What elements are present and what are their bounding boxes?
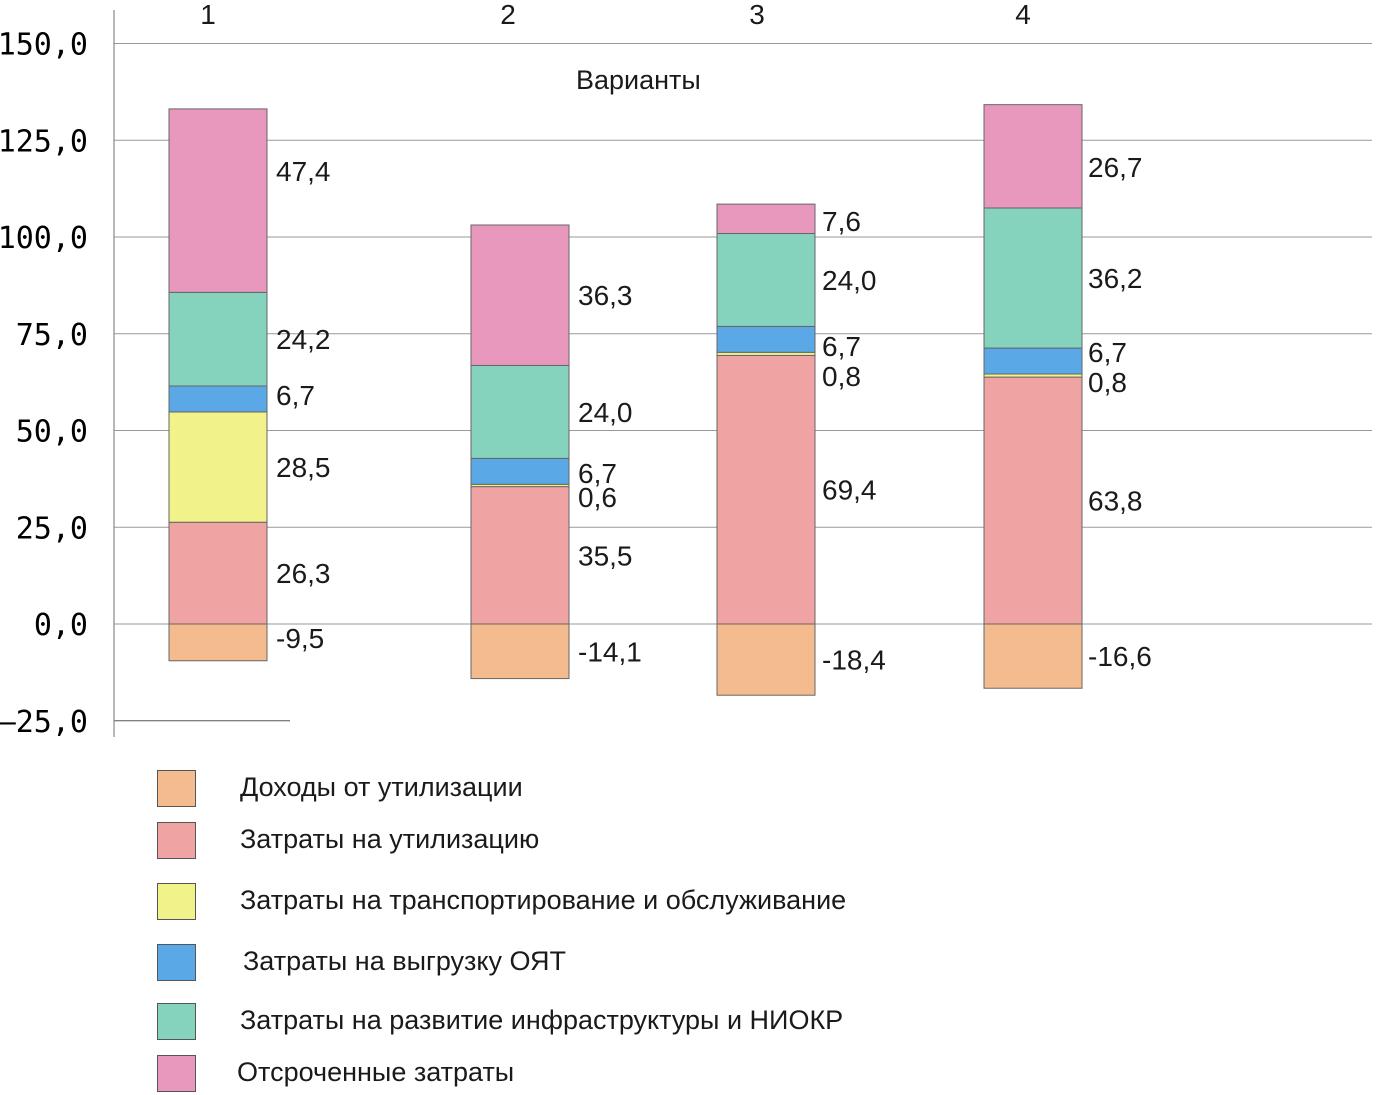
value-label: 35,5	[578, 540, 633, 571]
value-label: 26,7	[1088, 152, 1143, 183]
value-label: 36,3	[578, 280, 633, 311]
y-tick-label: 75,0	[16, 318, 88, 353]
value-label: -18,4	[822, 645, 886, 676]
value-label: 0,6	[578, 482, 617, 513]
bar-segment	[168, 385, 268, 413]
bar-segment	[168, 521, 268, 625]
value-label: -16,6	[1088, 641, 1152, 672]
value-label: 47,4	[276, 156, 331, 187]
y-tick-label: –25,0	[0, 705, 88, 740]
value-label: -14,1	[578, 636, 642, 667]
bar-segment	[983, 623, 1083, 689]
category-label: 3	[749, 0, 765, 30]
bar-segment	[983, 376, 1083, 625]
value-labels: -9,526,328,56,724,247,4-14,135,50,66,724…	[276, 152, 1152, 676]
bar-segment	[983, 104, 1083, 209]
bar-segment	[470, 224, 570, 366]
bar-segment	[168, 291, 268, 387]
bar-segment	[470, 457, 570, 485]
bars	[168, 104, 1083, 696]
bar-segment	[470, 486, 570, 625]
value-label: 6,7	[578, 458, 617, 489]
bar-segment	[716, 623, 816, 696]
value-label: 24,2	[276, 324, 331, 355]
value-label: 0,8	[822, 361, 861, 392]
value-label: 24,0	[822, 265, 877, 296]
category-label: 2	[500, 0, 516, 30]
bar-segment	[168, 108, 268, 293]
value-label: 63,8	[1088, 486, 1143, 517]
value-label: 24,0	[578, 397, 633, 428]
x-axis-title: Варианты	[576, 65, 701, 95]
value-label: 26,3	[276, 558, 331, 589]
y-tick-label: 100,0	[0, 221, 88, 256]
bar-segment	[983, 347, 1083, 375]
bar-segment	[716, 203, 816, 235]
bar-segment	[168, 411, 268, 523]
category-labels: 1 2 3 4	[200, 0, 1031, 30]
bar-segment	[716, 325, 816, 353]
bar-segment	[470, 623, 570, 680]
y-tick-label: 0,0	[34, 608, 88, 643]
value-label: 69,4	[822, 475, 877, 506]
value-label: 36,2	[1088, 263, 1143, 294]
category-label: 1	[200, 0, 216, 30]
value-label: 6,7	[1088, 337, 1127, 368]
bar-segment	[716, 233, 816, 327]
value-label: 6,7	[822, 331, 861, 362]
bar-segment	[716, 354, 816, 625]
category-label: 4	[1015, 0, 1031, 30]
y-axis: 150,0 125,0 100,0 75,0 50,0 25,0 0,0 –25,0	[0, 10, 115, 740]
y-tick-label: 125,0	[0, 124, 88, 159]
value-label: 0,8	[1088, 367, 1127, 398]
bar-segment	[168, 623, 268, 662]
value-label: 7,6	[822, 206, 861, 237]
value-label: -9,5	[276, 623, 324, 654]
bar-segment	[470, 364, 570, 459]
value-label: 28,5	[276, 452, 331, 483]
value-label: 6,7	[276, 380, 315, 411]
bar-segment	[983, 207, 1083, 349]
y-tick-label: 50,0	[16, 415, 88, 450]
y-tick-label: 25,0	[16, 511, 88, 546]
y-tick-label: 150,0	[0, 28, 88, 63]
